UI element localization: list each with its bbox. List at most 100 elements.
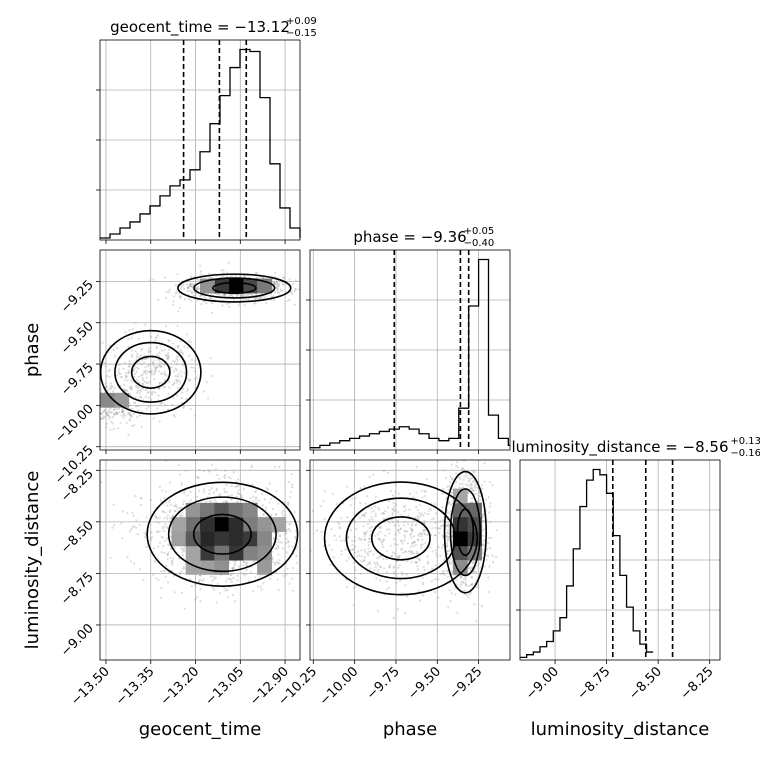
sample-point	[464, 579, 467, 582]
sample-point	[172, 396, 175, 400]
sample-point	[221, 304, 224, 307]
sample-point	[376, 571, 379, 574]
sample-point	[481, 487, 484, 491]
sample-point	[216, 582, 219, 586]
sample-point	[434, 534, 437, 537]
sample-point	[175, 357, 178, 361]
sample-point	[109, 385, 112, 388]
sample-point	[448, 560, 451, 563]
sample-point	[423, 494, 426, 498]
sample-point	[140, 349, 143, 352]
sample-point	[221, 294, 224, 297]
sample-point	[280, 289, 283, 292]
sample-point	[420, 535, 423, 538]
sample-point	[403, 510, 406, 513]
sample-point	[489, 536, 493, 540]
sample-point	[395, 560, 398, 563]
sample-point	[406, 530, 409, 533]
sample-point	[137, 385, 140, 389]
sample-point	[122, 367, 125, 370]
sample-point	[367, 553, 370, 557]
sample-point	[179, 370, 182, 373]
sample-point	[195, 286, 198, 289]
sample-point	[158, 360, 161, 363]
sample-point	[276, 285, 279, 288]
sample-point	[358, 554, 361, 557]
contour-level	[146, 481, 299, 587]
sample-point	[240, 294, 243, 297]
sample-point	[406, 560, 409, 563]
sample-point	[397, 529, 400, 532]
sample-point	[227, 476, 230, 479]
sample-point	[115, 412, 119, 416]
sample-point	[100, 417, 104, 420]
sample-point	[234, 562, 237, 566]
sample-point	[163, 363, 166, 367]
sample-point	[189, 341, 193, 344]
sample-point	[181, 351, 184, 354]
sample-point	[447, 535, 450, 538]
sample-point	[393, 524, 396, 527]
sample-point	[128, 530, 132, 533]
sample-point	[199, 574, 202, 577]
sample-point	[107, 370, 110, 373]
density-cell	[228, 517, 244, 532]
sample-point	[127, 369, 130, 372]
sample-point	[488, 511, 491, 514]
sample-point	[278, 541, 281, 544]
sample-point	[132, 412, 135, 415]
sample-point	[284, 513, 287, 516]
sample-point	[190, 282, 193, 285]
sample-point	[414, 561, 417, 564]
sample-point	[106, 389, 109, 392]
sample-point	[163, 373, 166, 376]
sample-point	[196, 475, 199, 479]
sample-point	[140, 363, 143, 366]
sample-point	[109, 415, 112, 418]
sample-point	[160, 587, 163, 590]
sample-point	[190, 285, 193, 288]
sample-point	[115, 374, 118, 377]
sample-point	[354, 569, 357, 572]
sample-point	[404, 530, 407, 533]
sample-point	[353, 535, 356, 539]
density-cell	[200, 560, 215, 575]
sample-point	[336, 521, 340, 524]
grid-lines	[100, 40, 300, 240]
sample-point	[434, 549, 437, 552]
sample-point	[423, 490, 426, 493]
sample-point	[155, 530, 158, 534]
sample-point	[163, 373, 166, 376]
sample-point	[179, 514, 182, 517]
sample-point	[276, 578, 279, 581]
sample-point	[212, 575, 215, 578]
sample-point	[467, 596, 470, 599]
sample-point	[441, 534, 444, 537]
sample-point	[214, 468, 217, 471]
sample-point	[464, 483, 468, 486]
sample-point	[172, 383, 175, 386]
sample-point	[261, 276, 264, 279]
sample-point	[223, 293, 226, 296]
sample-point	[385, 580, 388, 583]
sample-point	[406, 542, 409, 545]
x-tick-label: −8.75	[575, 664, 614, 703]
sample-point	[142, 370, 145, 373]
sample-point	[149, 370, 152, 373]
sample-point	[366, 530, 369, 533]
sample-point	[482, 544, 485, 547]
sample-point	[468, 593, 471, 596]
sample-point	[168, 500, 171, 503]
sample-point	[115, 408, 118, 411]
sample-point	[433, 591, 436, 594]
sample-point	[374, 566, 377, 569]
sample-point	[211, 302, 214, 305]
sample-point	[218, 494, 221, 497]
sample-point	[179, 295, 182, 298]
sample-point	[106, 414, 109, 417]
density-cell	[200, 517, 215, 532]
sample-point	[183, 345, 186, 348]
sample-point	[253, 297, 256, 300]
sample-point	[212, 491, 215, 494]
sample-point	[152, 390, 155, 393]
